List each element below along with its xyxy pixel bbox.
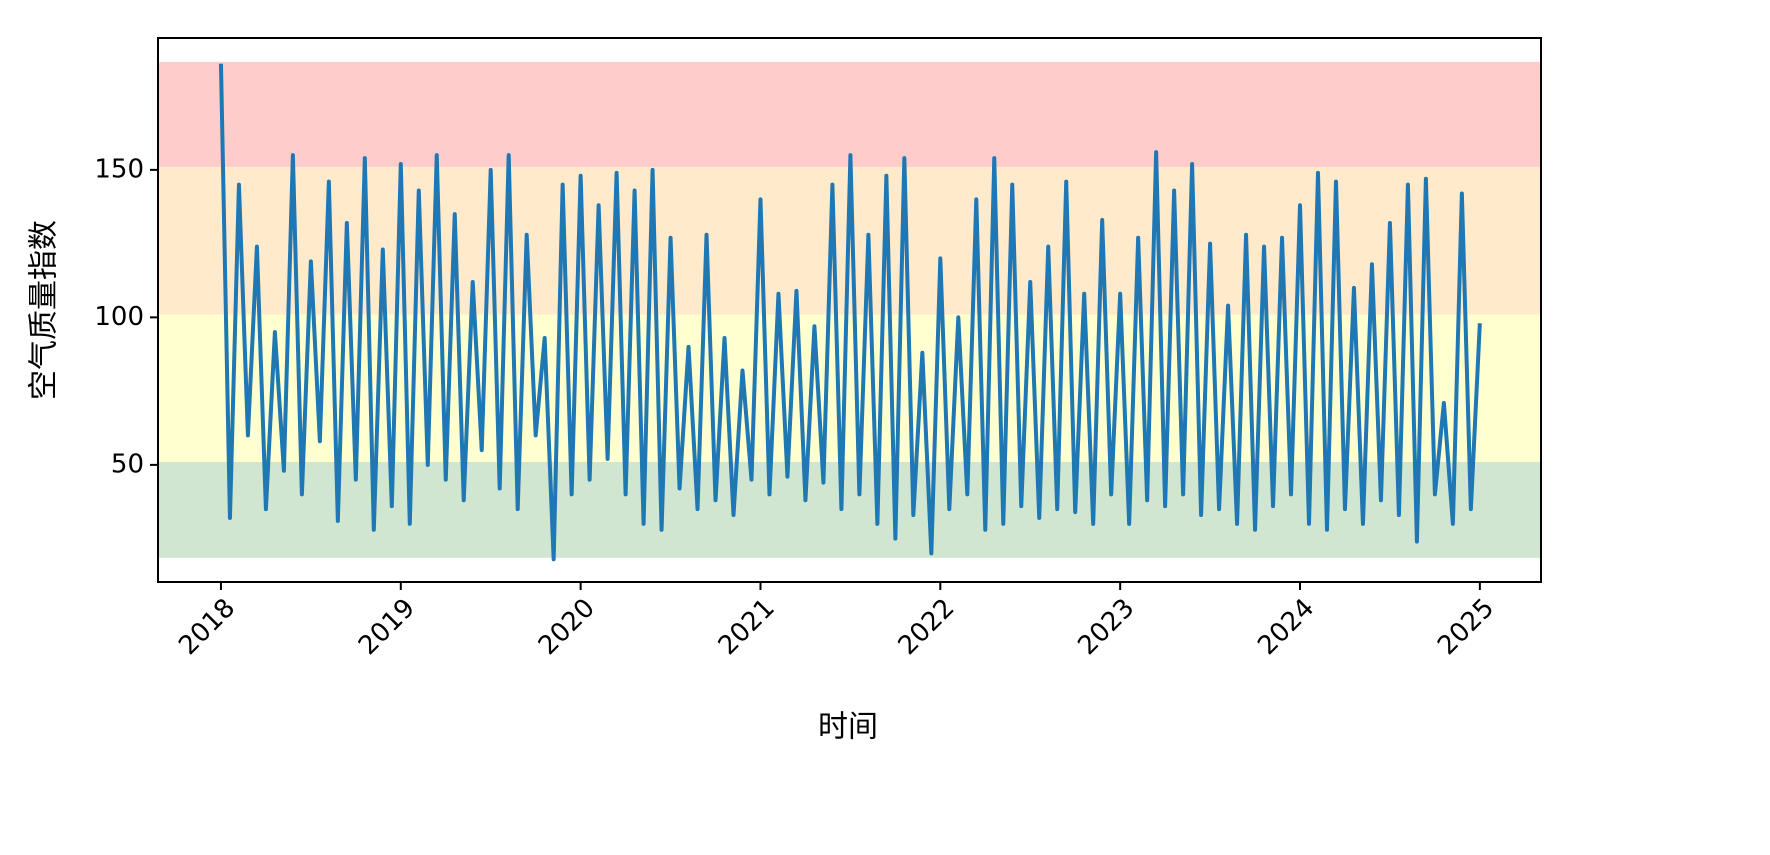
x-tick-label: 2020 — [533, 593, 601, 661]
band — [158, 461, 1541, 558]
band — [158, 61, 1541, 167]
data-line — [218, 63, 1482, 562]
x-tick-label: 2025 — [1432, 593, 1500, 661]
x-tick-label: 2018 — [173, 593, 241, 661]
y-tick-label: 50 — [111, 449, 144, 479]
x-tick-label: 2021 — [713, 593, 781, 661]
axes-frame — [157, 37, 1542, 583]
y-tick-label: 150 — [94, 154, 144, 184]
y-tick-label: 100 — [94, 302, 144, 332]
x-tick-label: 2019 — [353, 593, 421, 661]
y-axis-label: 空气质量指数 — [27, 220, 62, 400]
plot-area: 50 100 150 2018 2019 2020 2021 2022 2023 2024 2025 — [94, 37, 1542, 661]
x-tick-label: 2024 — [1252, 593, 1320, 661]
x-tick-label: 2022 — [893, 593, 961, 661]
x-tick-label: 2023 — [1072, 593, 1140, 661]
x-axis-label: 时间 — [818, 710, 878, 745]
